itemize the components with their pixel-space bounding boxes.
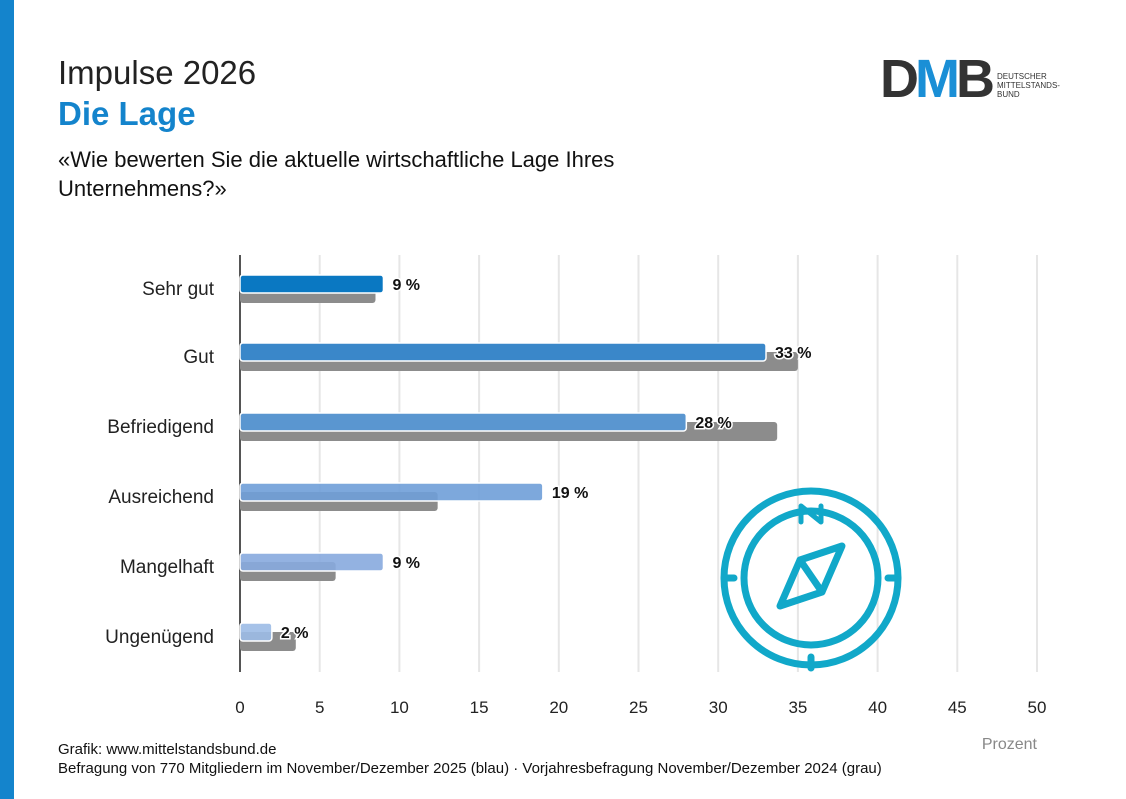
data-label: 28 % (695, 415, 731, 432)
x-tick-label: 25 (629, 698, 648, 717)
x-tick-label: 10 (390, 698, 409, 717)
footer-note: Befragung von 770 Mitgliedern im Novembe… (58, 760, 882, 777)
data-label: 2 % (281, 625, 309, 642)
x-tick-label: 5 (315, 698, 324, 717)
category-label: Ausreichend (108, 487, 214, 508)
bar-2025 (239, 412, 688, 432)
survey-question: «Wie bewerten Sie die aktuelle wirtschaf… (58, 147, 615, 201)
category-label: Gut (183, 347, 214, 368)
footer-source: Grafik: www.mittelstandsbund.de (58, 741, 277, 758)
page-subtitle: Die Lage (58, 95, 196, 132)
footer: Grafik: www.mittelstandsbund.de Befragun… (58, 740, 882, 778)
logo-letters: DMB (880, 49, 995, 109)
bar-2025 (239, 274, 385, 294)
bar-2025 (239, 552, 385, 572)
bar-2025 (239, 482, 544, 502)
category-label: Befriedigend (107, 417, 214, 438)
x-tick-label: 15 (470, 698, 489, 717)
category-label: Ungenügend (105, 627, 214, 648)
category-label: Mangelhaft (120, 557, 215, 578)
x-tick-label: 40 (868, 698, 887, 717)
bar-2025 (239, 342, 767, 362)
x-tick-label: 30 (709, 698, 728, 717)
page-title: Impulse 2026 (58, 54, 257, 91)
bar-2025 (239, 622, 273, 642)
logo-line: DEUTSCHER (996, 72, 1047, 81)
logo-text: DEUTSCHER MITTELSTANDS- BUND (997, 72, 1060, 99)
compass-icon (720, 487, 902, 672)
x-tick-label: 45 (948, 698, 967, 717)
category-label: Sehr gut (142, 279, 215, 300)
data-label: 9 % (392, 277, 420, 294)
accent-stripe (0, 0, 14, 799)
x-tick-label: 35 (788, 698, 807, 717)
data-label: 9 % (392, 555, 420, 572)
x-axis-label: Prozent (982, 736, 1038, 753)
dmb-logo: DMB DEUTSCHER MITTELSTANDS- BUND (880, 49, 1060, 109)
x-tick-label: 50 (1028, 698, 1047, 717)
logo-line: BUND (996, 90, 1020, 99)
logo-line: MITTELSTANDS- (996, 81, 1060, 90)
data-label: 19 % (552, 485, 588, 502)
x-tick-label: 0 (235, 698, 244, 717)
x-tick-label: 20 (549, 698, 568, 717)
data-label: 33 % (775, 345, 811, 362)
